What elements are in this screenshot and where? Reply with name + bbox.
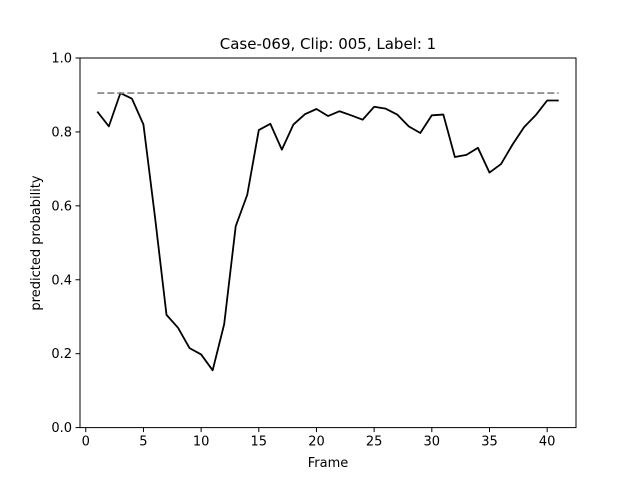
series-layer	[96, 92, 559, 372]
y-axis-label: predicted probability	[29, 175, 44, 310]
y-tick-label: 0.6	[51, 199, 72, 214]
x-tick-label: 0	[82, 435, 90, 450]
probability-line	[96, 92, 559, 372]
chart-title: Case-069, Clip: 005, Label: 1	[220, 35, 436, 53]
y-tick-label: 0.4	[51, 273, 72, 288]
axes-frame	[79, 57, 577, 429]
x-tick-label: 10	[193, 435, 210, 450]
plot-area: 0 5 10 15 20 25 30 35 40 0.0 0.2 0.4 0.6 0.8 1.0	[51, 52, 577, 450]
x-tick-label: 15	[251, 435, 268, 450]
x-tick-label: 25	[366, 435, 383, 450]
y-ticks: 0.0 0.2 0.4 0.6 0.8 1.0	[51, 52, 80, 436]
x-axis-label: Frame	[308, 456, 349, 471]
x-tick-label: 5	[139, 435, 147, 450]
y-tick-label: 1.0	[51, 52, 72, 67]
x-tick-label: 35	[481, 435, 498, 450]
x-tick-label: 20	[308, 435, 325, 450]
x-ticks: 0 5 10 15 20 25 30 35 40	[82, 427, 556, 450]
y-tick-label: 0.8	[51, 125, 72, 140]
x-tick-label: 40	[539, 435, 556, 450]
x-tick-label: 30	[424, 435, 441, 450]
y-tick-label: 0.2	[51, 347, 72, 362]
y-tick-label: 0.0	[51, 421, 72, 436]
